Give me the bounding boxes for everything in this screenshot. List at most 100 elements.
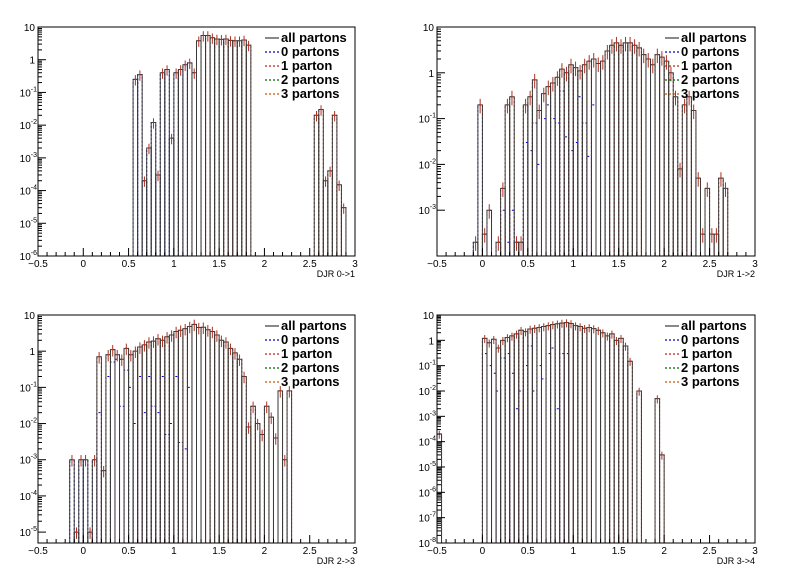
bin-bar <box>200 326 207 543</box>
x-tick-label: 3 <box>352 546 358 557</box>
bin-bar <box>486 365 493 543</box>
bin-bar <box>272 437 279 543</box>
bin-bar <box>182 328 188 543</box>
bin-bar <box>654 398 661 543</box>
x-tick-label: 0.5 <box>122 259 136 270</box>
x-tick-label: 1 <box>171 259 177 270</box>
bin-bar <box>155 338 161 543</box>
bin-bar <box>500 187 506 256</box>
bin-bar <box>105 375 111 543</box>
bin-bar <box>545 86 552 256</box>
bin-bar <box>550 324 556 543</box>
x-tick-label: 0 <box>480 546 486 557</box>
bin-bar <box>559 322 565 543</box>
y-axis: 10-8 10-7 10-6 10-5 10-4 10-3 10-2 10-1 1 10 <box>419 311 445 550</box>
bin-bar <box>722 187 729 256</box>
y-tick-label: 10-4 <box>419 436 436 449</box>
bin-bar <box>540 93 547 256</box>
bin-bar <box>595 329 602 543</box>
bin-bar <box>559 322 565 543</box>
x-tick-label: −0.5 <box>427 259 447 270</box>
bin-bar <box>141 180 148 256</box>
y-tick-label: 10-2 <box>419 158 436 171</box>
bin-bar <box>690 110 697 256</box>
bin-bar <box>223 341 229 543</box>
bin-bar <box>218 38 225 256</box>
bin-bar <box>196 327 202 543</box>
bin-bar <box>518 329 524 543</box>
bin-bar <box>205 329 211 543</box>
bin-bar <box>563 72 570 256</box>
series-all-partons <box>472 36 729 256</box>
bin-bar <box>182 64 188 256</box>
legend-entry: 3 partons <box>681 86 740 101</box>
bin-bar <box>500 357 506 543</box>
bin-bar <box>227 347 234 543</box>
y-tick-label: 10-2 <box>419 385 436 398</box>
bin-bar <box>509 335 515 543</box>
bin-bar <box>636 390 642 543</box>
y-tick-label: 10-6 <box>20 250 37 263</box>
bin-bar <box>177 329 184 543</box>
bin-bar <box>477 104 483 256</box>
bin-bar <box>141 180 148 256</box>
bin-bar <box>509 96 515 256</box>
y-tick-label: 10-5 <box>20 217 37 230</box>
x-tick-label: 1 <box>571 259 577 270</box>
y-axis: 10-5 10-4 10-3 10-2 10-1 1 10 <box>20 311 46 539</box>
bin-bar <box>618 44 624 256</box>
bin-bar <box>581 122 588 256</box>
bin-bar <box>622 345 629 543</box>
bin-bar <box>109 349 116 543</box>
bin-bar <box>627 42 633 256</box>
bin-bar <box>645 58 652 256</box>
bin-bar <box>654 54 661 256</box>
legend-entry: 2 partons <box>681 360 740 375</box>
bin-bar <box>554 323 561 543</box>
bin-bar <box>105 354 111 543</box>
bin-bar <box>609 333 615 543</box>
y-tick-label: 10-1 <box>20 86 37 99</box>
bin-bar <box>559 353 565 543</box>
bin-bar <box>214 334 220 543</box>
bin-bar <box>586 327 592 543</box>
bin-bar <box>191 72 197 256</box>
bin-bar <box>209 330 216 543</box>
bin-bar <box>640 54 647 256</box>
y-tick-label: 10-8 <box>419 537 436 550</box>
y-tick-label: 1 <box>428 336 434 347</box>
bin-bar <box>581 64 588 256</box>
bin-bar <box>572 325 579 543</box>
y-tick-label: 10-3 <box>20 152 37 165</box>
bin-bar <box>627 360 633 543</box>
bin-bar <box>481 337 488 543</box>
bin-bar <box>536 327 542 543</box>
bin-bar <box>182 328 188 543</box>
bin-bar <box>654 398 661 543</box>
bin-bar <box>236 358 243 543</box>
y-tick-label: 10-3 <box>20 454 37 467</box>
bin-bar <box>340 207 347 256</box>
bin-bar <box>522 142 529 256</box>
bin-bar <box>186 326 193 543</box>
y-axis: 10-6 10-5 10-4 10-3 10-2 10-1 1 10 <box>20 23 46 263</box>
bin-bar <box>613 339 620 543</box>
bin-bar <box>613 42 620 256</box>
bin-bar <box>241 39 247 256</box>
x-tick-label: 0.5 <box>122 546 136 557</box>
bin-bar <box>132 423 139 543</box>
bin-bar <box>177 441 184 543</box>
bin-bar <box>268 416 274 543</box>
bin-bar <box>627 42 633 256</box>
y-tick-label: 1 <box>29 56 35 67</box>
bin-bar <box>491 338 497 543</box>
bin-bar <box>168 137 175 256</box>
bin-bar <box>568 323 574 543</box>
bin-bar <box>146 147 152 256</box>
bin-bar <box>636 47 642 256</box>
bin-bar <box>168 137 175 256</box>
bin-bar <box>150 405 157 543</box>
